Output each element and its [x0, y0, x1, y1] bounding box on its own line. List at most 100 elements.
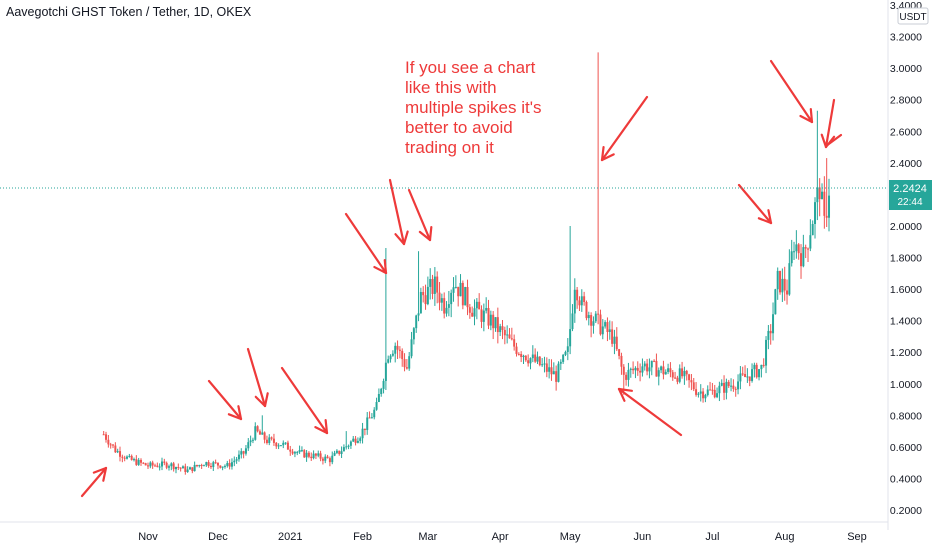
candle-body — [776, 270, 779, 290]
candle-body — [163, 461, 166, 463]
y-tick-label: 2.0000 — [890, 221, 922, 233]
candle-body — [503, 329, 506, 336]
candle-body — [391, 353, 394, 356]
candle-body — [716, 393, 719, 398]
annotation-arrow — [344, 212, 388, 275]
candle-body — [126, 456, 129, 459]
candle-body — [639, 370, 642, 373]
candle-body — [242, 451, 245, 454]
arrow-head — [92, 466, 108, 474]
candle-body — [601, 326, 604, 335]
arrow-head — [237, 405, 243, 421]
arrow-head — [418, 230, 432, 242]
candle-body — [282, 442, 285, 446]
currency-badge[interactable]: USDT — [897, 7, 929, 25]
candle-body — [312, 453, 315, 459]
candle-body — [807, 248, 810, 250]
candle-body — [520, 354, 523, 358]
candle-body — [412, 328, 415, 340]
candle-body — [783, 278, 786, 291]
candle-body — [133, 459, 136, 461]
candle-body — [767, 330, 770, 340]
candle-body — [702, 391, 705, 399]
candle-body — [291, 451, 294, 454]
candle-body — [205, 462, 208, 466]
candle-body — [123, 457, 126, 459]
arrow-head — [428, 225, 433, 242]
annotation-arrow — [207, 379, 243, 421]
candle-body — [748, 376, 751, 381]
candle-body — [613, 336, 616, 344]
candle-body — [137, 459, 140, 465]
candle-body — [328, 458, 331, 463]
candle-body — [356, 440, 359, 443]
candle-body — [723, 382, 726, 393]
candle-body — [674, 377, 677, 379]
arrow-head — [799, 114, 814, 124]
candle-body — [592, 321, 595, 326]
candle-body — [732, 385, 735, 389]
candle-body — [529, 358, 532, 364]
candle-body — [275, 442, 278, 447]
candle-body — [198, 464, 201, 467]
annotation-line: If you see a chart — [405, 58, 536, 77]
candle-body — [583, 296, 586, 302]
candle-body — [471, 312, 474, 317]
arrow-head — [617, 387, 633, 392]
candle-body — [466, 287, 469, 308]
candle-body — [604, 322, 607, 327]
candle-body — [151, 462, 154, 466]
candle-body — [541, 364, 544, 366]
candle-body — [321, 458, 324, 461]
y-tick-label: 3.0000 — [890, 63, 922, 75]
candle-body — [359, 438, 362, 441]
candle-body — [655, 360, 658, 377]
candle-body — [107, 439, 110, 445]
candle-body — [286, 442, 289, 450]
candle-body — [811, 223, 814, 236]
time-axis[interactable]: Nov Dec 2021 Feb Mar Apr May Jun Jul Aug Sep — [138, 531, 867, 543]
candle-body — [611, 329, 614, 344]
currency-label: USDT — [899, 12, 926, 23]
candle-body — [487, 308, 490, 326]
candle-body — [576, 289, 579, 301]
candle-body — [452, 287, 455, 293]
candle-body — [734, 388, 737, 390]
candle-body — [461, 282, 464, 306]
candle-body — [459, 282, 462, 297]
y-tick-label: 2.6000 — [890, 126, 922, 138]
candle-body — [410, 339, 413, 357]
y-tick-label: 1.8000 — [890, 253, 922, 265]
candle-body — [725, 381, 728, 393]
candle-body — [730, 385, 733, 387]
candle-body — [564, 351, 567, 355]
y-tick-label: 1.6000 — [890, 284, 922, 296]
candle-body — [396, 345, 399, 350]
annotation-arrow — [824, 133, 843, 148]
price-axis[interactable]: 3.40003.20003.00002.80002.60002.40002.20… — [890, 0, 922, 517]
candle-body — [508, 334, 511, 339]
annotation-arrows — [80, 59, 843, 498]
annotation-arrow — [407, 188, 432, 242]
annotation-line: multiple spikes it's — [405, 98, 542, 117]
candle-body — [765, 339, 768, 366]
candle-body — [580, 296, 583, 306]
candle-body — [534, 354, 537, 362]
candle-body — [149, 462, 152, 467]
candle-body — [786, 290, 789, 295]
candle-body — [454, 286, 457, 288]
candle-body — [758, 369, 761, 378]
candle-body — [193, 464, 196, 472]
candle-body — [191, 467, 194, 472]
candle-body — [417, 313, 420, 316]
candle-body — [781, 278, 784, 293]
candle-body — [823, 191, 826, 216]
candle-body — [167, 466, 170, 468]
candle-body — [387, 359, 390, 363]
candle-body — [443, 298, 446, 314]
candle-body — [622, 366, 625, 375]
candle-body — [450, 292, 453, 305]
candle-body — [363, 428, 366, 431]
arrow-head — [314, 426, 329, 435]
